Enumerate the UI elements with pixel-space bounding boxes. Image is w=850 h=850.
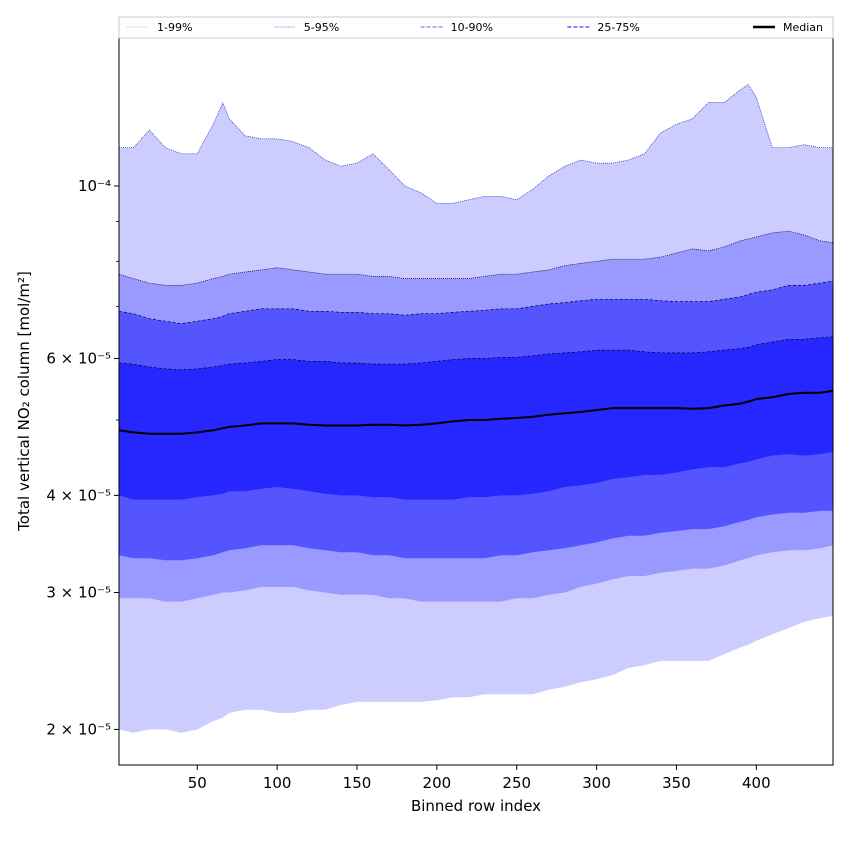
band-edge-1-99% <box>119 84 833 204</box>
y-tick-label: 6 × 10⁻⁵ <box>46 349 111 367</box>
legend-frame <box>118 16 834 39</box>
y-tick-label: 3 × 10⁻⁵ <box>46 584 111 602</box>
x-tick-label-250: 250 <box>502 774 531 792</box>
x-tick-label-400: 400 <box>742 774 771 792</box>
legend-label-5-95%: 5-95% <box>304 21 339 34</box>
y-tick-label: 2 × 10⁻⁵ <box>46 720 111 738</box>
band-25-75% <box>119 336 833 500</box>
x-axis: 50 100 150 200 250 300 350 400 <box>188 765 771 792</box>
y-axis: 2 × 10⁻⁵ 3 × 10⁻⁵ 4 × 10⁻⁵ 6 × 10⁻⁵ 10⁻⁴ <box>46 177 119 738</box>
x-tick-label-150: 150 <box>343 774 372 792</box>
legend-label-10-90%: 10-90% <box>451 21 493 34</box>
y-tick-label: 10⁻⁴ <box>78 177 111 195</box>
x-tick-label-300: 300 <box>582 774 611 792</box>
legend-label-25-75%: 25-75% <box>597 21 639 34</box>
x-axis-label: Binned row index <box>411 797 541 815</box>
percentile-bands <box>119 84 833 733</box>
legend-label-Median: Median <box>783 21 823 34</box>
legend: 1-99% 5-95% 10-90% 25-75% Median <box>118 16 834 39</box>
x-tick-label-200: 200 <box>423 774 452 792</box>
y-tick-label: 4 × 10⁻⁵ <box>46 486 111 504</box>
x-tick-label-50: 50 <box>188 774 207 792</box>
band-edge-10-90% <box>119 280 833 325</box>
median-layer <box>119 389 833 435</box>
x-tick-label-100: 100 <box>263 774 292 792</box>
median-line <box>119 389 833 435</box>
x-tick-label-350: 350 <box>662 774 691 792</box>
band-edge-25-75% <box>119 336 833 371</box>
y-axis-label: Total vertical NO₂ column [mol/m²] <box>15 271 33 532</box>
legend-label-1-99%: 1-99% <box>157 21 192 34</box>
